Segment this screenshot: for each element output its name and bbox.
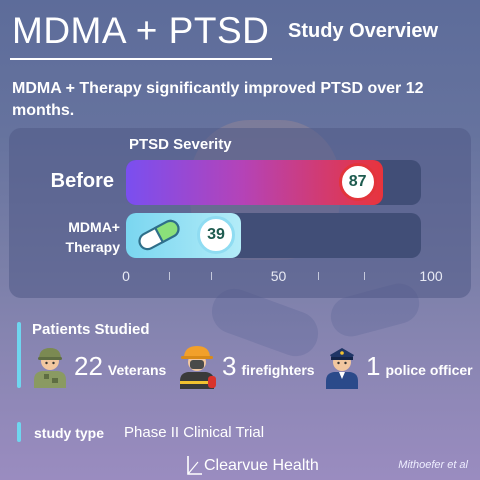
brand-mark-icon (187, 456, 202, 475)
category-label-before: Before (50, 170, 114, 192)
bar-track-mdma: 39 (126, 213, 421, 258)
pill-icon (138, 219, 180, 251)
citation: Mithoefer et al (398, 459, 468, 471)
headline: MDMA + Therapy significantly improved PT… (12, 80, 424, 119)
category-label-line: Therapy (65, 239, 120, 255)
firefighter-icon (180, 346, 216, 389)
patients-studied-label: Patients Studied (32, 321, 150, 338)
patient-group-firefighters: 3 firefighters (176, 342, 315, 390)
x-tick-label: 100 (419, 268, 443, 284)
police-label: police officer (385, 362, 473, 378)
police-officer-icon (326, 348, 358, 389)
chart-title: PTSD Severity (129, 136, 232, 153)
section-accent (17, 322, 21, 388)
x-minor-tick (168, 272, 170, 280)
x-axis: 0 50 100 (122, 266, 443, 286)
x-tick-label: 50 (270, 268, 287, 284)
soldier-icon (34, 348, 66, 388)
veterans-label: Veterans (107, 362, 167, 378)
brand-logo: Clearvue Health (186, 455, 319, 477)
police-count: 1 (366, 350, 381, 381)
patient-group-veterans: 22 Veterans (30, 342, 166, 390)
brand-name: Clearvue Health (204, 457, 319, 474)
patient-group-police: 1 police officer (322, 342, 473, 390)
study-type-label: study type (34, 425, 105, 441)
data-label-mdma-therapy: 39 (197, 216, 236, 254)
study-type-value: Phase II Clinical Trial (124, 424, 265, 441)
section-accent (17, 422, 21, 442)
category-label-mdma-therapy: MDMA+ Therapy (40, 217, 120, 257)
x-tick-label: 0 (122, 268, 130, 284)
x-minor-tick (363, 272, 365, 280)
firefighters-count: 3 (222, 350, 237, 381)
category-label-line: MDMA+ (68, 219, 120, 235)
bar-track-before: 87 (126, 160, 421, 205)
page-title: MDMA + PTSD (12, 10, 270, 51)
x-minor-tick (211, 272, 213, 280)
firefighters-label: firefighters (241, 362, 315, 378)
x-minor-tick (318, 272, 320, 280)
study-overview-tag: Study Overview (288, 20, 439, 42)
data-label-before: 87 (338, 163, 377, 201)
title-underline (10, 58, 272, 60)
veterans-count: 22 (74, 350, 103, 381)
